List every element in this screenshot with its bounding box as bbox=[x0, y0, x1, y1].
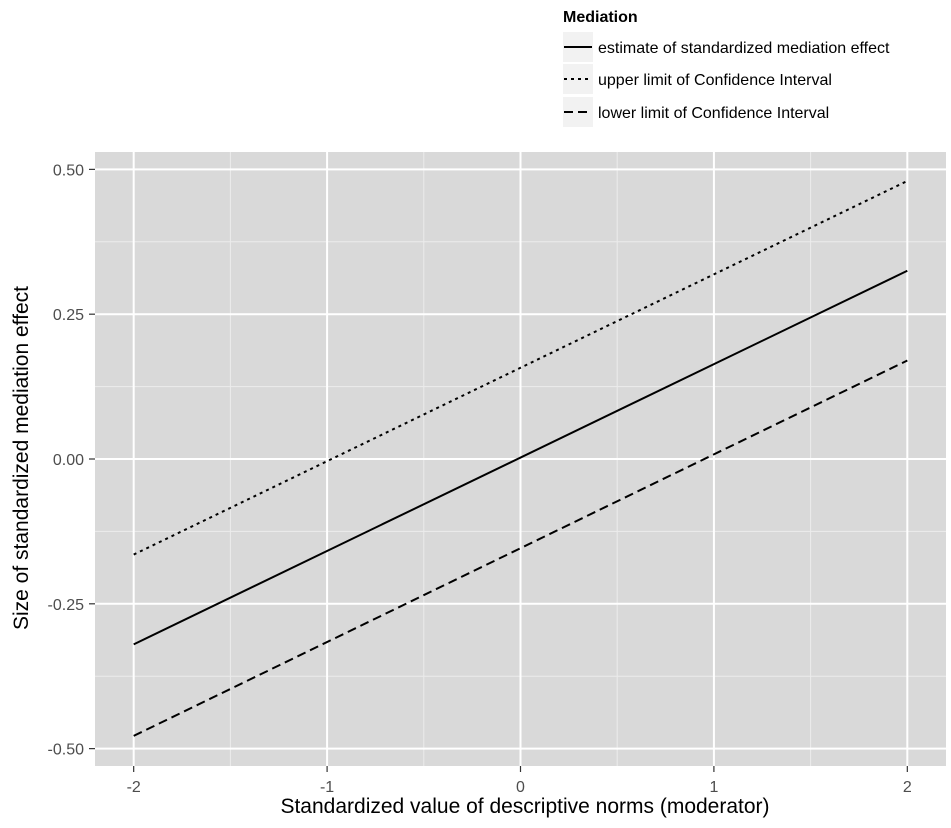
x-tick-label: 1 bbox=[709, 779, 718, 796]
y-tick-label: -0.25 bbox=[48, 597, 85, 614]
x-tick-label: 0 bbox=[516, 779, 525, 796]
x-tick-label: 2 bbox=[903, 779, 912, 796]
legend: Mediation estimate of standardized media… bbox=[563, 9, 890, 127]
series-line-solid bbox=[133, 269, 908, 646]
y-axis-label: Size of standardized mediation effect bbox=[10, 286, 33, 630]
y-tick-label: 0.50 bbox=[53, 162, 84, 179]
legend-label: lower limit of Confidence Interval bbox=[598, 105, 829, 122]
legend-label: upper limit of Confidence Interval bbox=[598, 72, 832, 89]
y-tick-label: 0.00 bbox=[53, 452, 84, 469]
y-tick-label: 0.25 bbox=[53, 307, 84, 324]
legend-title: Mediation bbox=[563, 9, 638, 26]
legend-label: estimate of standardized mediation effec… bbox=[598, 40, 890, 57]
x-tick-label: -1 bbox=[320, 779, 334, 796]
x-tick-label: -2 bbox=[127, 779, 141, 796]
y-tick-label: -0.50 bbox=[48, 742, 85, 759]
series-line-dashed bbox=[133, 359, 908, 737]
x-axis-label: Standardized value of descriptive norms … bbox=[280, 795, 769, 818]
series-line-dotted bbox=[133, 180, 908, 556]
